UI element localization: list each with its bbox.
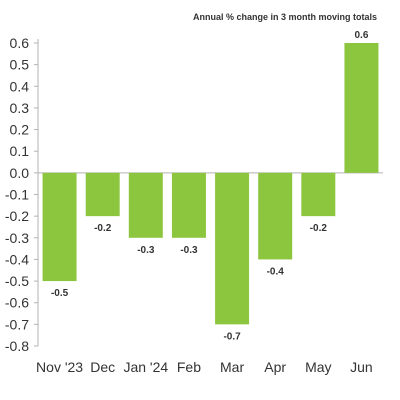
x-tick-label: Jan '24 [123,359,168,375]
bar [215,172,250,325]
y-tick-label: -0.7 [5,316,29,332]
data-label: 0.6 [354,30,368,41]
y-tick-label: -0.6 [5,295,29,311]
data-label: -0.3 [137,245,155,256]
bar [258,172,293,260]
bar [171,172,206,238]
data-label: -0.2 [94,223,112,234]
y-tick-label: 0.6 [10,35,30,51]
data-label: -0.4 [267,266,285,277]
y-tick-label: -0.8 [5,338,29,354]
bar [128,172,163,238]
data-label: -0.5 [51,288,69,299]
y-tick-label: -0.4 [5,251,29,267]
x-tick-label: Feb [177,359,201,375]
data-label: -0.7 [223,331,241,342]
bar [344,43,379,173]
y-tick-label: 0.2 [10,122,30,138]
data-label: -0.2 [310,223,328,234]
bar [301,172,336,217]
y-tick-label: -0.2 [5,208,29,224]
y-axis-ticks: 0.6 0.5 0.4 0.3 0.2 0.1 0.0 -0.1 -0.2 -0.3 -0.4 -0.… [5,35,38,354]
bar [42,172,77,282]
x-axis-ticks: Nov '23 Dec Jan '24 Feb Mar Apr May Jun [36,359,373,375]
y-tick-label: -0.3 [5,230,29,246]
bar [85,172,120,217]
y-tick-label: 0.3 [10,100,30,116]
bars [42,43,379,325]
chart-subtitle: Annual % change in 3 month moving totals [192,12,377,22]
x-tick-label: Mar [220,359,244,375]
y-tick-label: 0.0 [10,165,30,181]
data-labels: -0.5 -0.2 -0.3 -0.3 -0.7 -0.4 -0.2 0.6 [51,30,369,342]
y-tick-label: 0.4 [10,78,30,94]
y-tick-label: 0.1 [10,143,30,159]
x-tick-label: Nov '23 [36,359,83,375]
x-tick-label: Apr [264,359,286,375]
x-tick-label: May [305,359,331,375]
y-tick-label: -0.5 [5,273,29,289]
y-tick-label: 0.5 [10,57,30,73]
x-tick-label: Dec [90,359,115,375]
x-tick-label: Jun [350,359,373,375]
data-label: -0.3 [180,245,198,256]
y-tick-label: -0.1 [5,187,29,203]
